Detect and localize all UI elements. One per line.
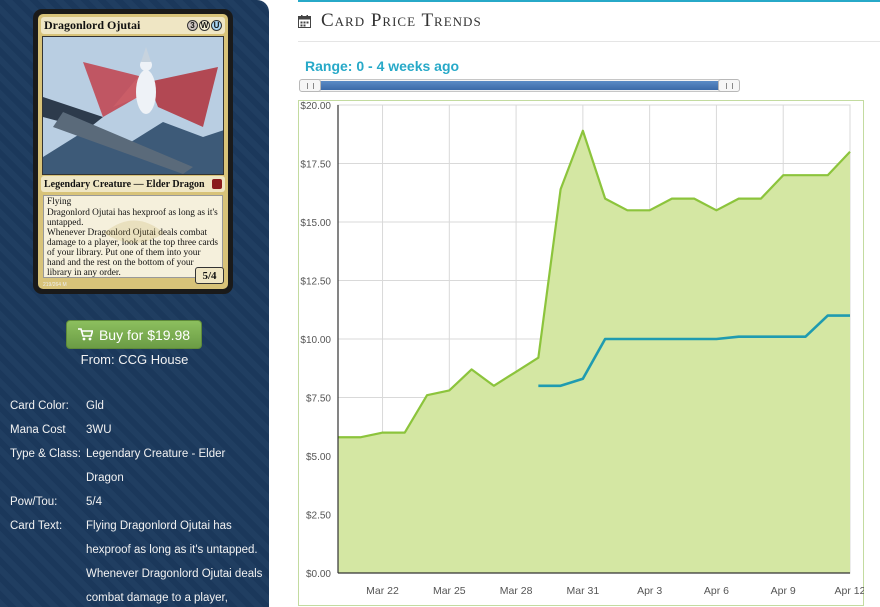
set-symbol-icon [212,179,222,189]
x-tick-label: Mar 25 [433,585,466,597]
range-slider-min-handle[interactable] [299,79,321,92]
card-text-box: Flying Dragonlord Ojutai has hexproof as… [43,195,223,278]
series-area-fill [338,130,850,574]
seller-text: From: CCG House [80,352,189,367]
mana-generic-icon: 3 [187,20,198,31]
y-tick-label: $2.50 [306,511,331,522]
y-tick-label: $0.00 [306,569,331,580]
info-value: 3WU [86,424,112,436]
y-tick-label: $7.50 [306,394,331,405]
info-value: Legendary Creature - Elder Dragon [86,448,226,484]
card-text-line: Whenever Dragonlord Ojutai deals combat … [47,228,219,278]
info-label: Type & Class: [10,448,81,460]
card-mana-cost: 3 W U [187,20,222,31]
card-name: Dragonlord Ojutai [44,18,141,32]
info-label: Card Color: [10,400,69,412]
info-value: Flying Dragonlord Ojutai has hexproof as… [86,520,263,604]
info-label: Mana Cost [10,424,66,436]
card-art-dragon [42,36,224,175]
y-tick-label: $20.00 [300,101,331,112]
info-row-type: Type & Class: Legendary Creature - Elder… [10,442,265,490]
card-info-list: Card Color: Gld Mana Cost 3WU Type & Cla… [10,394,265,607]
title-divider [298,41,880,42]
info-label: Card Text: [10,520,63,532]
card-sidebar: Dragonlord Ojutai 3 W U [0,0,269,607]
y-tick-label: $12.50 [300,277,331,288]
buy-button-label: Buy for $19.98 [98,326,191,343]
accent-top-line [298,0,880,2]
series-line [338,129,851,439]
card-frame: Dragonlord Ojutai 3 W U [38,14,228,289]
card-power-toughness: 5/4 [195,267,224,284]
info-row-pow-tou: Pow/Tou: 5/4 [10,490,265,514]
info-row-card-text: Card Text: Flying Dragonlord Ojutai has … [10,514,265,607]
y-tick-label: $17.50 [300,160,331,171]
card-name-bar: Dragonlord Ojutai 3 W U [41,17,225,34]
card-image[interactable]: Dragonlord Ojutai 3 W U [33,9,233,294]
range-label: Range: 0 - 4 weeks ago [305,58,460,74]
mana-blue-icon: U [211,20,222,31]
calendar-icon [298,14,311,28]
page-title: Card Price Trends [321,10,482,31]
card-text-line: Dragonlord Ojutai has hexproof as long a… [47,207,218,228]
x-tick-label: Apr 9 [771,585,796,597]
x-tick-label: Apr 6 [704,585,729,597]
range-slider[interactable] [299,79,740,92]
card-text-line: Flying [47,197,72,207]
info-value: 5/4 [86,496,102,508]
x-tick-label: Apr 3 [637,585,662,597]
card-type-bar: Legendary Creature — Elder Dragon [41,176,225,192]
x-tick-label: Mar 22 [366,585,399,597]
y-tick-label: $5.00 [306,452,331,463]
ojutai-watermark-icon [104,220,164,243]
mana-white-icon: W [199,20,210,31]
buy-button[interactable]: Buy for $19.98 [66,320,202,349]
info-row-color: Card Color: Gld [10,394,265,418]
x-tick-label: Mar 28 [500,585,533,597]
y-tick-label: $15.00 [300,218,331,229]
range-slider-fill [309,81,721,90]
shopping-cart-icon [77,328,93,341]
x-tick-label: Apr 12 [835,585,864,597]
x-tick-label: Mar 31 [567,585,600,597]
card-type-line: Legendary Creature — Elder Dragon [44,178,205,190]
page-title-row: Card Price Trends [298,10,482,32]
dragon-art-icon [43,37,223,174]
y-tick-label: $10.00 [300,335,331,346]
card-collector-number: 219/264 M [43,282,67,288]
price-trend-chart: $0.00 $2.50 $5.00 $7.50 $10.00 $12.50 $15.00 $1… [300,101,864,597]
info-value: Gld [86,400,104,412]
info-label: Pow/Tou: [10,496,58,508]
range-slider-max-handle[interactable] [718,79,740,92]
info-row-mana-cost: Mana Cost 3WU [10,418,265,442]
series-line [538,314,850,388]
